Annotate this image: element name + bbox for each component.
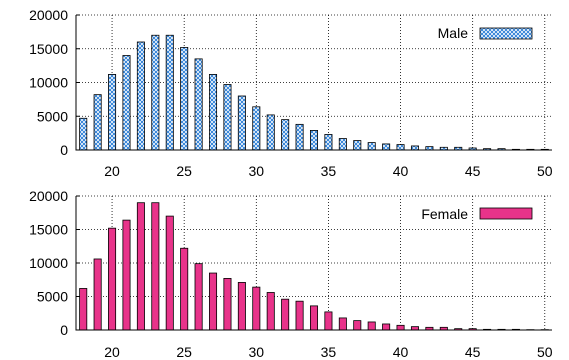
bar	[237, 95, 246, 151]
y-tick-label: 10000	[29, 255, 68, 271]
bar	[382, 143, 391, 151]
bar	[108, 227, 117, 331]
bar	[396, 144, 405, 151]
x-tick-label: 50	[537, 344, 553, 360]
y-tick-label: 20000	[29, 7, 68, 23]
bar	[324, 134, 333, 151]
bar	[165, 215, 174, 331]
bar	[194, 263, 203, 331]
bar	[180, 247, 189, 331]
bar	[151, 34, 160, 151]
bar	[136, 41, 145, 151]
y-tick-label: 10000	[29, 75, 68, 91]
bar	[353, 140, 362, 151]
bar	[295, 300, 304, 331]
bar	[209, 74, 218, 151]
y-tick-label: 20000	[29, 188, 68, 204]
bar	[410, 326, 419, 331]
bar	[396, 324, 405, 331]
legend-label: Female	[421, 206, 468, 222]
bar	[108, 74, 117, 151]
bar	[281, 119, 290, 151]
bar	[309, 305, 319, 331]
y-tick-label: 5000	[37, 108, 68, 124]
x-tick-label: 35	[321, 344, 337, 360]
y-tick-label: 0	[60, 322, 68, 338]
x-tick-label: 40	[393, 344, 409, 360]
bar	[122, 219, 131, 331]
x-tick-label: 30	[249, 344, 265, 360]
x-tick-label: 25	[176, 163, 192, 179]
bar	[223, 84, 232, 151]
bar	[338, 138, 347, 151]
legend-swatch	[479, 207, 533, 220]
y-tick-label: 15000	[29, 41, 68, 57]
x-tick-label: 20	[104, 344, 120, 360]
bar	[425, 146, 434, 151]
y-tick-label: 0	[60, 142, 68, 158]
bar	[309, 130, 319, 151]
x-tick-label: 20	[104, 163, 120, 179]
bar	[79, 117, 88, 151]
bar	[180, 47, 189, 151]
bar	[266, 114, 275, 151]
bar	[151, 202, 160, 331]
x-tick-label: 35	[321, 163, 337, 179]
bar	[252, 106, 261, 151]
bar	[367, 142, 376, 151]
bar	[266, 292, 275, 331]
bar	[93, 94, 102, 151]
bar	[165, 34, 174, 151]
bar	[367, 321, 376, 331]
x-tick-label: 30	[249, 163, 265, 179]
bar	[252, 286, 261, 331]
bar	[281, 298, 290, 331]
y-tick-label: 15000	[29, 222, 68, 238]
male-chart-panel: 0 5000 10000 15000 20000 20 25 30 35 40 45 50 Male	[29, 7, 553, 179]
bar	[209, 272, 218, 331]
bar	[382, 323, 391, 331]
bar	[353, 320, 362, 331]
bar	[136, 202, 145, 331]
x-tick-label: 25	[176, 344, 192, 360]
bar	[79, 288, 88, 331]
bar	[410, 145, 419, 151]
bar	[223, 278, 232, 331]
bar	[324, 311, 333, 331]
x-tick-label: 40	[393, 163, 409, 179]
bar	[93, 258, 102, 331]
legend-label: Male	[438, 25, 469, 41]
bar	[338, 317, 347, 331]
bar	[122, 55, 131, 151]
y-tick-label: 5000	[37, 289, 68, 305]
legend-swatch	[479, 27, 533, 40]
bar	[194, 58, 203, 151]
bar	[295, 123, 304, 151]
x-tick-label: 50	[537, 163, 553, 179]
bar	[237, 282, 246, 331]
x-tick-label: 45	[465, 163, 481, 179]
female-chart-panel: 0 5000 10000 15000 20000 20 25 30 35 40 45 50 Female	[29, 188, 553, 360]
x-tick-label: 45	[465, 344, 481, 360]
